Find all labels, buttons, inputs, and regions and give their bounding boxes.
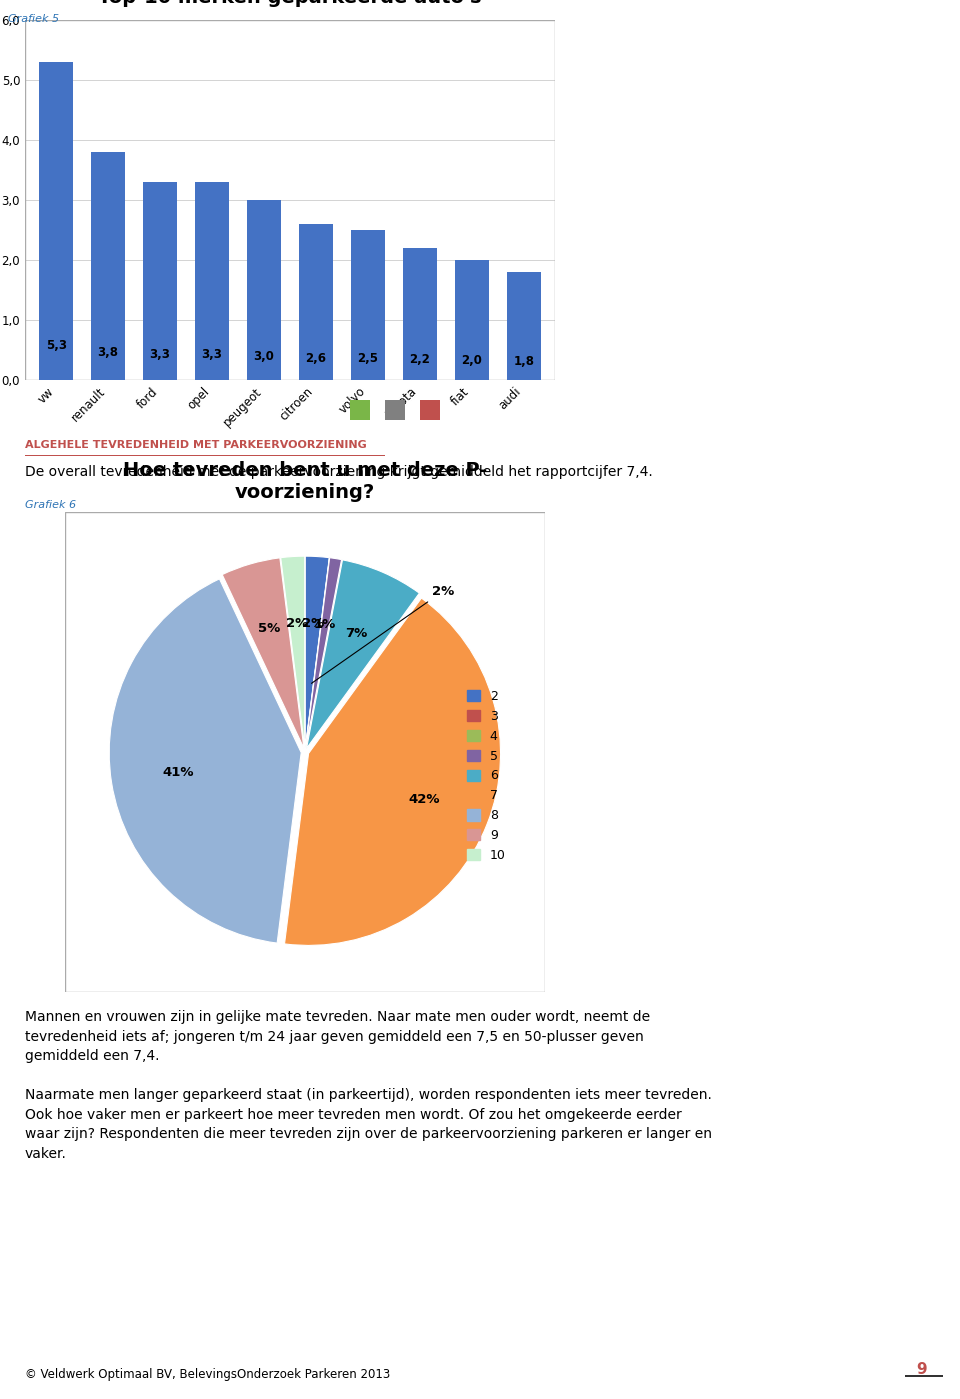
Wedge shape xyxy=(109,579,301,943)
Text: 3,8: 3,8 xyxy=(98,346,119,358)
Bar xyxy=(455,260,489,381)
Text: 1,8: 1,8 xyxy=(514,355,535,368)
Bar xyxy=(39,62,73,381)
Text: 2%: 2% xyxy=(302,617,324,630)
Bar xyxy=(91,152,125,381)
Text: 9: 9 xyxy=(917,1363,927,1377)
Text: Naarmate men langer geparkeerd staat (in parkeertijd), worden respondenten iets : Naarmate men langer geparkeerd staat (in… xyxy=(25,1088,712,1161)
Text: 2,2: 2,2 xyxy=(410,354,430,367)
Wedge shape xyxy=(305,557,329,748)
Text: 5%: 5% xyxy=(258,623,280,635)
Text: 7%: 7% xyxy=(345,627,368,641)
Text: 2,0: 2,0 xyxy=(462,354,482,368)
Text: Mannen en vrouwen zijn in gelijke mate tevreden. Naar mate men ouder wordt, neem: Mannen en vrouwen zijn in gelijke mate t… xyxy=(25,1010,650,1063)
Bar xyxy=(143,182,177,381)
Bar xyxy=(195,182,228,381)
Bar xyxy=(25,20,555,381)
Text: ALGEHELE TEVREDENHEID MET PARKEERVOORZIENING: ALGEHELE TEVREDENHEID MET PARKEERVOORZIE… xyxy=(25,441,367,450)
Text: 2%: 2% xyxy=(286,617,308,630)
Bar xyxy=(247,200,281,381)
Text: Grafiek 6: Grafiek 6 xyxy=(25,499,76,511)
Text: 3,3: 3,3 xyxy=(150,348,171,361)
Text: 2,6: 2,6 xyxy=(305,351,326,365)
Bar xyxy=(300,224,333,381)
Wedge shape xyxy=(280,557,304,748)
Wedge shape xyxy=(306,560,420,748)
Legend: 2, 3, 4, 5, 6, 7, 8, 9, 10: 2, 3, 4, 5, 6, 7, 8, 9, 10 xyxy=(465,687,508,865)
Text: De overall tevredenheid met de parkeervoorziening krijgt gemiddeld het rapportci: De overall tevredenheid met de parkeervo… xyxy=(25,464,653,478)
Text: 5,3: 5,3 xyxy=(46,339,66,351)
Text: 41%: 41% xyxy=(162,765,194,779)
Bar xyxy=(351,229,385,381)
Text: 42%: 42% xyxy=(409,793,441,806)
Text: Grafiek 5: Grafiek 5 xyxy=(8,14,60,24)
Text: 3,0: 3,0 xyxy=(253,350,275,362)
Bar xyxy=(65,512,545,992)
Text: 3,3: 3,3 xyxy=(202,348,223,361)
Bar xyxy=(403,248,437,381)
Text: 1%: 1% xyxy=(314,618,336,631)
Wedge shape xyxy=(222,558,304,748)
Wedge shape xyxy=(305,558,329,748)
Text: 2,5: 2,5 xyxy=(357,353,378,365)
Text: 2%: 2% xyxy=(311,585,454,683)
Wedge shape xyxy=(284,599,500,946)
Text: © Veldwerk Optimaal BV, BelevingsOnderzoek Parkeren 2013: © Veldwerk Optimaal BV, BelevingsOnderzo… xyxy=(25,1368,391,1381)
Bar xyxy=(507,271,540,381)
Title: Top-10 merken geparkeerde auto's: Top-10 merken geparkeerde auto's xyxy=(98,0,482,7)
Wedge shape xyxy=(305,558,342,748)
Wedge shape xyxy=(305,558,329,748)
Title: Hoe tevreden bent u met deze P-
voorziening?: Hoe tevreden bent u met deze P- voorzien… xyxy=(123,462,487,502)
